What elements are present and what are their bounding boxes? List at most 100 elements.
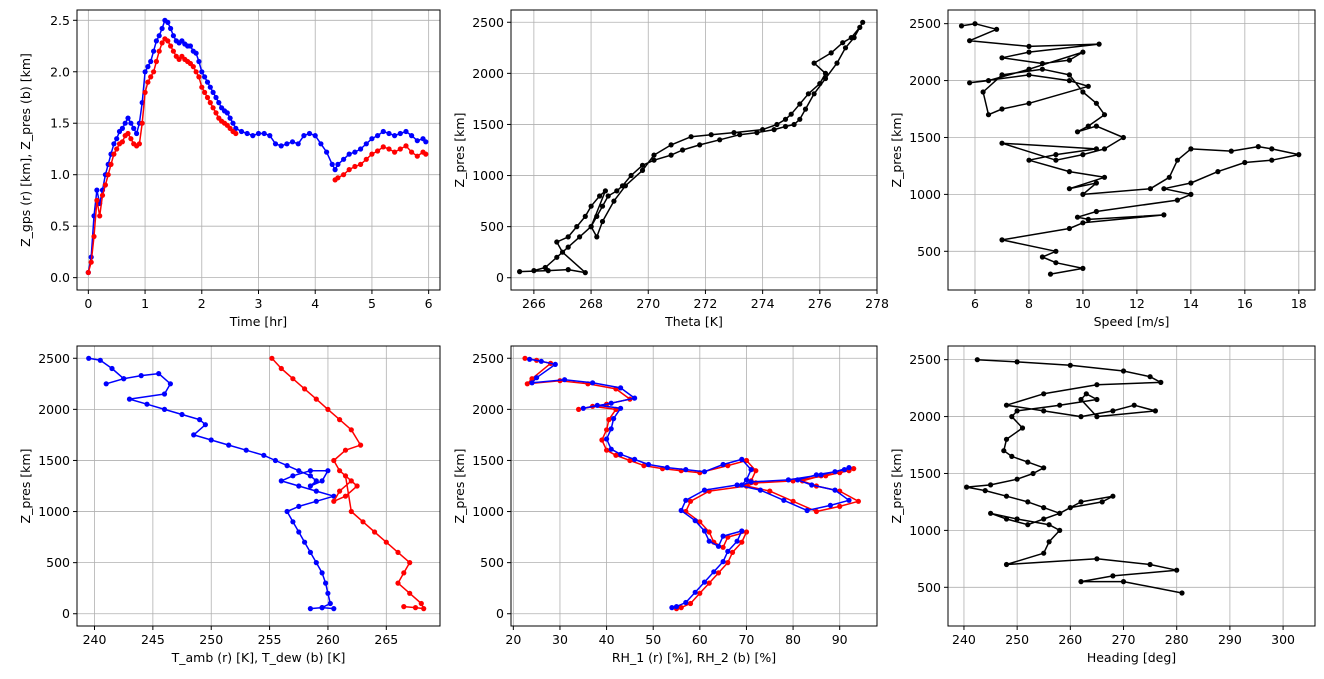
y-tick-label: 2500 xyxy=(38,351,70,366)
x-tick-label: 240 xyxy=(83,632,107,647)
data-point xyxy=(697,590,703,596)
data-point xyxy=(565,244,571,250)
data-point xyxy=(296,503,302,509)
data-point xyxy=(335,175,341,181)
data-point xyxy=(791,121,797,128)
data-point xyxy=(988,482,994,488)
data-point xyxy=(1188,180,1194,186)
data-point xyxy=(284,508,290,515)
data-point xyxy=(380,128,386,135)
data-point xyxy=(739,528,745,534)
data-point xyxy=(145,79,151,85)
data-point xyxy=(688,134,694,140)
data-point xyxy=(1053,260,1059,266)
x-tick-label: 60 xyxy=(692,632,708,647)
series-line-1 xyxy=(519,21,864,274)
data-point xyxy=(522,355,528,361)
data-point xyxy=(767,488,773,494)
y-tick-label: 2000 xyxy=(909,73,941,88)
data-point xyxy=(1161,186,1167,192)
data-point xyxy=(1080,152,1086,158)
x-tick-label: 70 xyxy=(738,632,754,647)
data-point xyxy=(1110,573,1116,579)
data-point xyxy=(1053,248,1059,254)
x-axis-label: Heading [deg] xyxy=(1087,650,1176,665)
data-point xyxy=(828,50,834,56)
data-point xyxy=(1053,152,1059,158)
data-point xyxy=(327,600,333,607)
data-point xyxy=(1066,186,1072,192)
data-point xyxy=(565,234,571,240)
data-point xyxy=(199,69,205,75)
data-point xyxy=(692,589,698,595)
data-point xyxy=(1026,49,1032,55)
data-point xyxy=(167,381,173,387)
x-tick-label: 270 xyxy=(636,296,660,311)
y-tick-label: 1.5 xyxy=(50,116,70,131)
data-point xyxy=(397,146,403,152)
data-point xyxy=(1041,516,1047,522)
data-point xyxy=(645,461,652,468)
plot-area xyxy=(958,21,1302,277)
data-point xyxy=(594,234,600,240)
data-point xyxy=(363,141,369,147)
data-point xyxy=(1094,382,1100,388)
x-tick-label: 276 xyxy=(808,296,832,311)
data-point xyxy=(307,483,313,489)
data-point xyxy=(1161,212,1167,218)
x-tick-label: 1 xyxy=(141,296,149,311)
data-point xyxy=(337,468,343,474)
data-point xyxy=(1041,391,1047,397)
x-tick-label: 250 xyxy=(199,632,223,647)
y-tick-label: 1500 xyxy=(472,453,504,468)
data-point xyxy=(1078,579,1084,585)
x-tick-label: 280 xyxy=(1165,632,1189,647)
data-point xyxy=(1110,408,1116,414)
data-point xyxy=(594,213,600,219)
data-point xyxy=(331,457,337,464)
data-point xyxy=(618,405,624,411)
x-tick-label: 12 xyxy=(1129,296,1145,311)
data-point xyxy=(278,143,284,149)
data-point xyxy=(414,138,420,144)
data-point xyxy=(1158,379,1164,385)
data-point xyxy=(284,463,290,469)
data-point xyxy=(213,94,219,101)
data-point xyxy=(423,139,429,145)
data-point xyxy=(307,473,313,479)
data-point xyxy=(224,110,230,116)
data-point xyxy=(739,482,745,488)
data-point xyxy=(139,120,145,126)
data-point xyxy=(842,45,849,51)
data-point xyxy=(199,84,205,90)
data-point xyxy=(409,133,415,139)
axes-frame xyxy=(947,345,1316,627)
y-axis-label: Z_pres [km] xyxy=(889,449,904,524)
data-point xyxy=(348,478,354,484)
data-point xyxy=(804,507,810,514)
x-tick-label: 240 xyxy=(952,632,976,647)
data-point xyxy=(170,48,176,54)
data-point xyxy=(142,89,148,95)
y-tick-label: 2.0 xyxy=(50,64,70,79)
data-point xyxy=(1066,78,1072,84)
data-point xyxy=(358,442,364,448)
x-tick-label: 260 xyxy=(316,632,340,647)
data-point xyxy=(187,43,193,49)
data-point xyxy=(827,502,834,508)
data-point xyxy=(608,400,614,406)
data-point xyxy=(325,468,331,474)
data-point xyxy=(706,580,712,586)
x-tick-label: 3 xyxy=(255,296,263,311)
data-point xyxy=(332,167,338,173)
data-point xyxy=(1003,493,1010,499)
data-point xyxy=(255,130,262,137)
data-point xyxy=(1026,66,1032,72)
x-tick-label: 290 xyxy=(1218,632,1242,647)
x-tick-label: 14 xyxy=(1183,296,1199,311)
x-tick-label: 2 xyxy=(198,296,206,311)
data-point xyxy=(403,143,409,149)
data-point xyxy=(202,89,208,95)
data-point xyxy=(604,427,610,433)
data-point xyxy=(207,100,213,106)
